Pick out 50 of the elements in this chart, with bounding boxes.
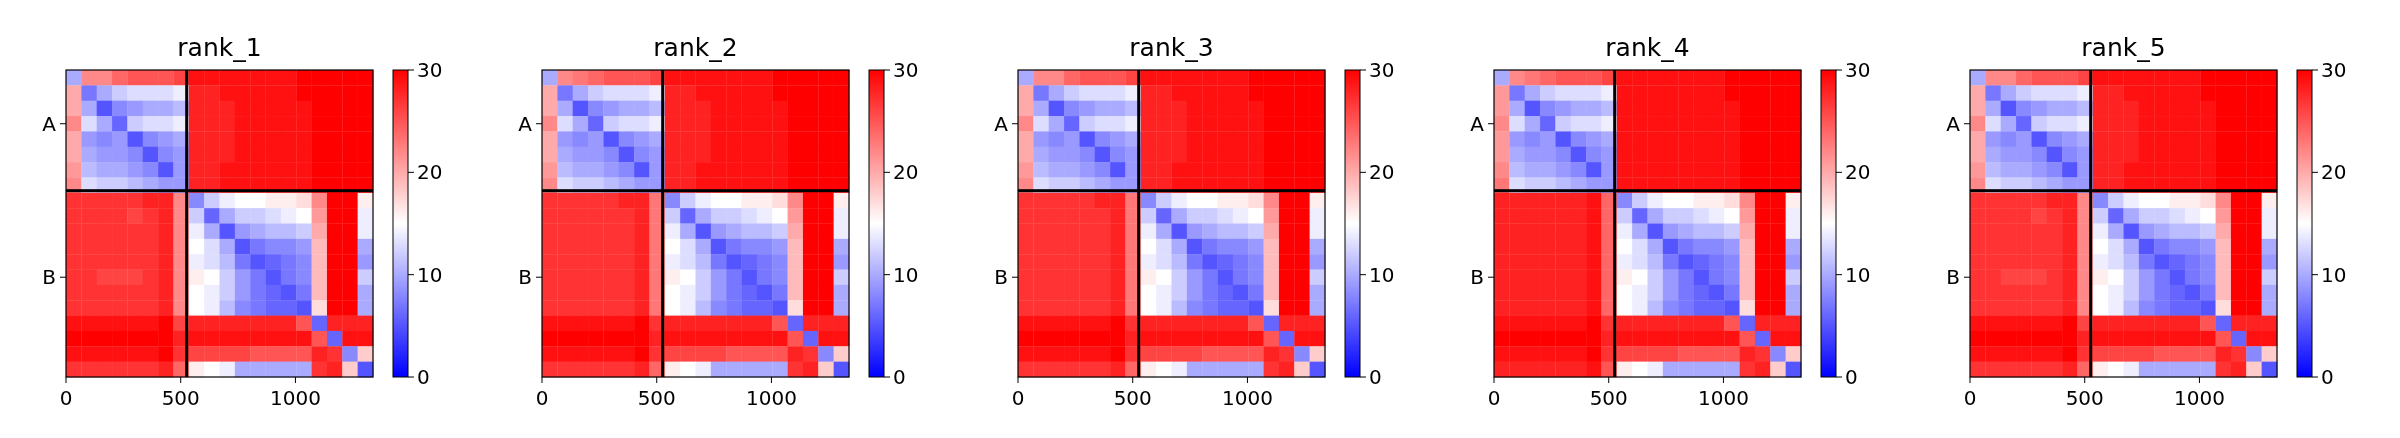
color-bar-label: 0	[893, 365, 906, 389]
x-tick-label: 0	[1487, 386, 1501, 410]
x-tick-label: 1000	[745, 386, 797, 410]
color-bar-label: 30	[893, 58, 919, 82]
x-tick-label: 0	[59, 386, 73, 410]
x-tick-label: 0	[1011, 386, 1025, 410]
color-bar-label: 30	[417, 58, 443, 82]
color-bar-label: 0	[1845, 365, 1858, 389]
y-tick-label: B	[1946, 265, 1960, 290]
color-bar-label: 20	[1369, 160, 1395, 185]
y-tick-label: B	[518, 265, 532, 290]
y-tick-label: B	[1470, 265, 1484, 290]
y-tick-label: B	[42, 265, 56, 290]
color-bar-label: 20	[893, 160, 919, 185]
color-bar-label: 20	[1845, 160, 1871, 185]
color-bar-label: 10	[1845, 262, 1871, 287]
y-tick-label: B	[994, 265, 1008, 290]
y-tick-label: A	[42, 111, 57, 136]
y-tick-label: A	[1470, 111, 1485, 136]
x-tick-label: 0	[535, 386, 549, 410]
x-tick-label: 500	[161, 386, 200, 410]
x-tick-label: 500	[1589, 386, 1628, 410]
color-bar-label: 10	[1369, 262, 1395, 287]
y-tick-label: A	[1946, 111, 1961, 136]
x-tick-label: 500	[637, 386, 676, 410]
x-tick-label: 1000	[1221, 386, 1273, 410]
color-bar-label: 20	[417, 160, 443, 185]
color-bar-label: 30	[1369, 58, 1395, 82]
color-bar-label: 0	[417, 365, 430, 389]
chart-title: rank_1	[177, 33, 262, 62]
chart-title: rank_4	[1605, 33, 1690, 62]
x-tick-label: 0	[1963, 386, 1977, 410]
x-tick-label: 500	[1113, 386, 1152, 410]
color-bar-label: 10	[893, 262, 919, 287]
y-tick-label: A	[518, 111, 533, 136]
chart-title: rank_5	[2081, 33, 2166, 62]
color-bar-label: 10	[417, 262, 443, 287]
color-bar-label: 30	[2321, 58, 2347, 82]
y-tick-label: A	[994, 111, 1009, 136]
color-bar-label: 0	[1369, 365, 1382, 389]
x-tick-label: 1000	[269, 386, 321, 410]
color-bar-label: 20	[2321, 160, 2347, 185]
x-tick-label: 1000	[1697, 386, 1749, 410]
color-bar-label: 30	[1845, 58, 1871, 82]
chart-title: rank_3	[1129, 33, 1214, 62]
chart-title: rank_2	[653, 33, 738, 62]
x-tick-label: 1000	[2173, 386, 2225, 410]
x-tick-label: 500	[2065, 386, 2104, 410]
color-bar-label: 0	[2321, 365, 2334, 389]
color-bar-label: 10	[2321, 262, 2347, 287]
